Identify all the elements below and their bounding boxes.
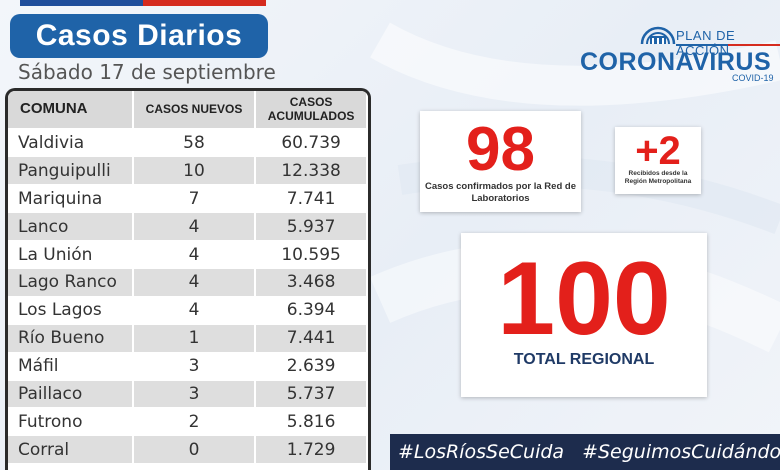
cell-comuna: Futrono — [8, 407, 134, 437]
header-casos-acumulados: CASOS ACUMULADOS — [255, 91, 368, 130]
cell-comuna: Río Bueno — [8, 324, 134, 353]
cases-table: COMUNA CASOS NUEVOS CASOS ACUMULADOS Val… — [8, 91, 368, 465]
cell-casos-nuevos: 3 — [132, 352, 257, 381]
table-row: Mariquina 7 7.741 — [8, 184, 368, 214]
cell-casos-acumulados: 5.937 — [255, 212, 368, 242]
lab-cases-count: 98 — [466, 115, 535, 184]
table-row: Máfil 3 2.639 — [8, 352, 368, 381]
table-row: Lanco 4 5.937 — [8, 212, 368, 242]
cell-casos-acumulados: 7.741 — [255, 184, 368, 214]
cell-comuna: Mariquina — [8, 184, 134, 214]
lab-cases-caption: Casos confirmados por la Red de Laborato… — [425, 181, 576, 205]
cell-casos-nuevos: 0 — [132, 435, 257, 465]
cell-casos-nuevos: 7 — [132, 184, 257, 214]
cell-casos-nuevos: 58 — [132, 129, 257, 158]
logo-divider — [676, 44, 780, 46]
cell-casos-nuevos: 1 — [132, 324, 257, 353]
page-title: Casos Diarios — [10, 14, 268, 58]
cell-comuna: Los Lagos — [8, 296, 134, 325]
cell-comuna: Panguipulli — [8, 156, 134, 186]
metro-cases-caption: Recibidos desde la Región Metropolitana — [624, 170, 692, 186]
cell-casos-nuevos: 10 — [132, 156, 257, 186]
table-row: Río Bueno 1 7.441 — [8, 324, 368, 353]
cell-comuna: Corral — [8, 435, 134, 465]
cell-casos-nuevos: 4 — [132, 240, 257, 269]
hashtag-los-rios: #LosRíosSeCuida — [398, 441, 565, 463]
flag-stripe — [20, 0, 266, 6]
coronavirus-logo: PLAN DE ACCIÓN CORONAVIRUS COVID-19 — [578, 22, 780, 88]
cell-casos-nuevos: 3 — [132, 380, 257, 409]
table-body: Valdivia 58 60.739 Panguipulli 10 12.338 Mariq… — [8, 129, 368, 465]
header-comuna: COMUNA — [8, 91, 134, 130]
table-row: Los Lagos 4 6.394 — [8, 296, 368, 325]
cell-comuna: Máfil — [8, 352, 134, 381]
cell-casos-acumulados: 3.468 — [255, 268, 368, 297]
cell-casos-acumulados: 60.739 — [255, 129, 368, 158]
hashtag-banner: #LosRíosSeCuida #SeguimosCuidándonos — [390, 434, 780, 470]
cell-comuna: Valdivia — [8, 129, 134, 158]
cell-casos-acumulados: 2.639 — [255, 352, 368, 381]
header-casos-nuevos: CASOS NUEVOS — [132, 91, 257, 130]
regional-total-count: 100 — [497, 241, 671, 357]
cell-casos-acumulados: 7.441 — [255, 324, 368, 353]
metro-cases-count: +2 — [635, 129, 681, 173]
table-header-row: COMUNA CASOS NUEVOS CASOS ACUMULADOS — [8, 91, 368, 130]
table-row: La Unión 4 10.595 — [8, 240, 368, 269]
cell-comuna: Paillaco — [8, 380, 134, 409]
report-date: Sábado 17 de septiembre — [18, 60, 276, 84]
table-row: Futrono 2 5.816 — [8, 407, 368, 437]
cell-casos-nuevos: 4 — [132, 268, 257, 297]
table-row: Lago Ranco 4 3.468 — [8, 268, 368, 297]
cell-comuna: La Unión — [8, 240, 134, 269]
logo-plan-text: PLAN DE ACCIÓN — [676, 28, 736, 58]
government-seal-icon — [640, 26, 676, 45]
table-row: Panguipulli 10 12.338 — [8, 156, 368, 186]
logo-name: CORONAVIRUS — [580, 48, 772, 76]
cell-casos-acumulados: 5.816 — [255, 407, 368, 437]
cases-table-container: COMUNA CASOS NUEVOS CASOS ACUMULADOS Val… — [5, 88, 371, 470]
table-row: Corral 0 1.729 — [8, 435, 368, 465]
table-row: Valdivia 58 60.739 — [8, 129, 368, 158]
cell-comuna: Lago Ranco — [8, 268, 134, 297]
cell-casos-nuevos: 2 — [132, 407, 257, 437]
regional-total-caption: TOTAL REGIONAL — [513, 351, 655, 368]
cell-casos-acumulados: 6.394 — [255, 296, 368, 325]
table-row: Paillaco 3 5.737 — [8, 380, 368, 409]
cell-casos-nuevos: 4 — [132, 296, 257, 325]
cell-casos-acumulados: 1.729 — [255, 435, 368, 465]
regional-total-card: 100 TOTAL REGIONAL — [461, 233, 707, 397]
hashtag-seguimos: #SeguimosCuidándonos — [582, 441, 780, 463]
logo-subtitle: COVID-19 — [732, 73, 774, 83]
cell-casos-acumulados: 5.737 — [255, 380, 368, 409]
lab-cases-card: 98 Casos confirmados por la Red de Labor… — [420, 111, 581, 212]
cell-comuna: Lanco — [8, 212, 134, 242]
metro-cases-card: +2 Recibidos desde la Región Metropolita… — [615, 127, 701, 194]
cell-casos-acumulados: 10.595 — [255, 240, 368, 269]
cell-casos-acumulados: 12.338 — [255, 156, 368, 186]
cell-casos-nuevos: 4 — [132, 212, 257, 242]
